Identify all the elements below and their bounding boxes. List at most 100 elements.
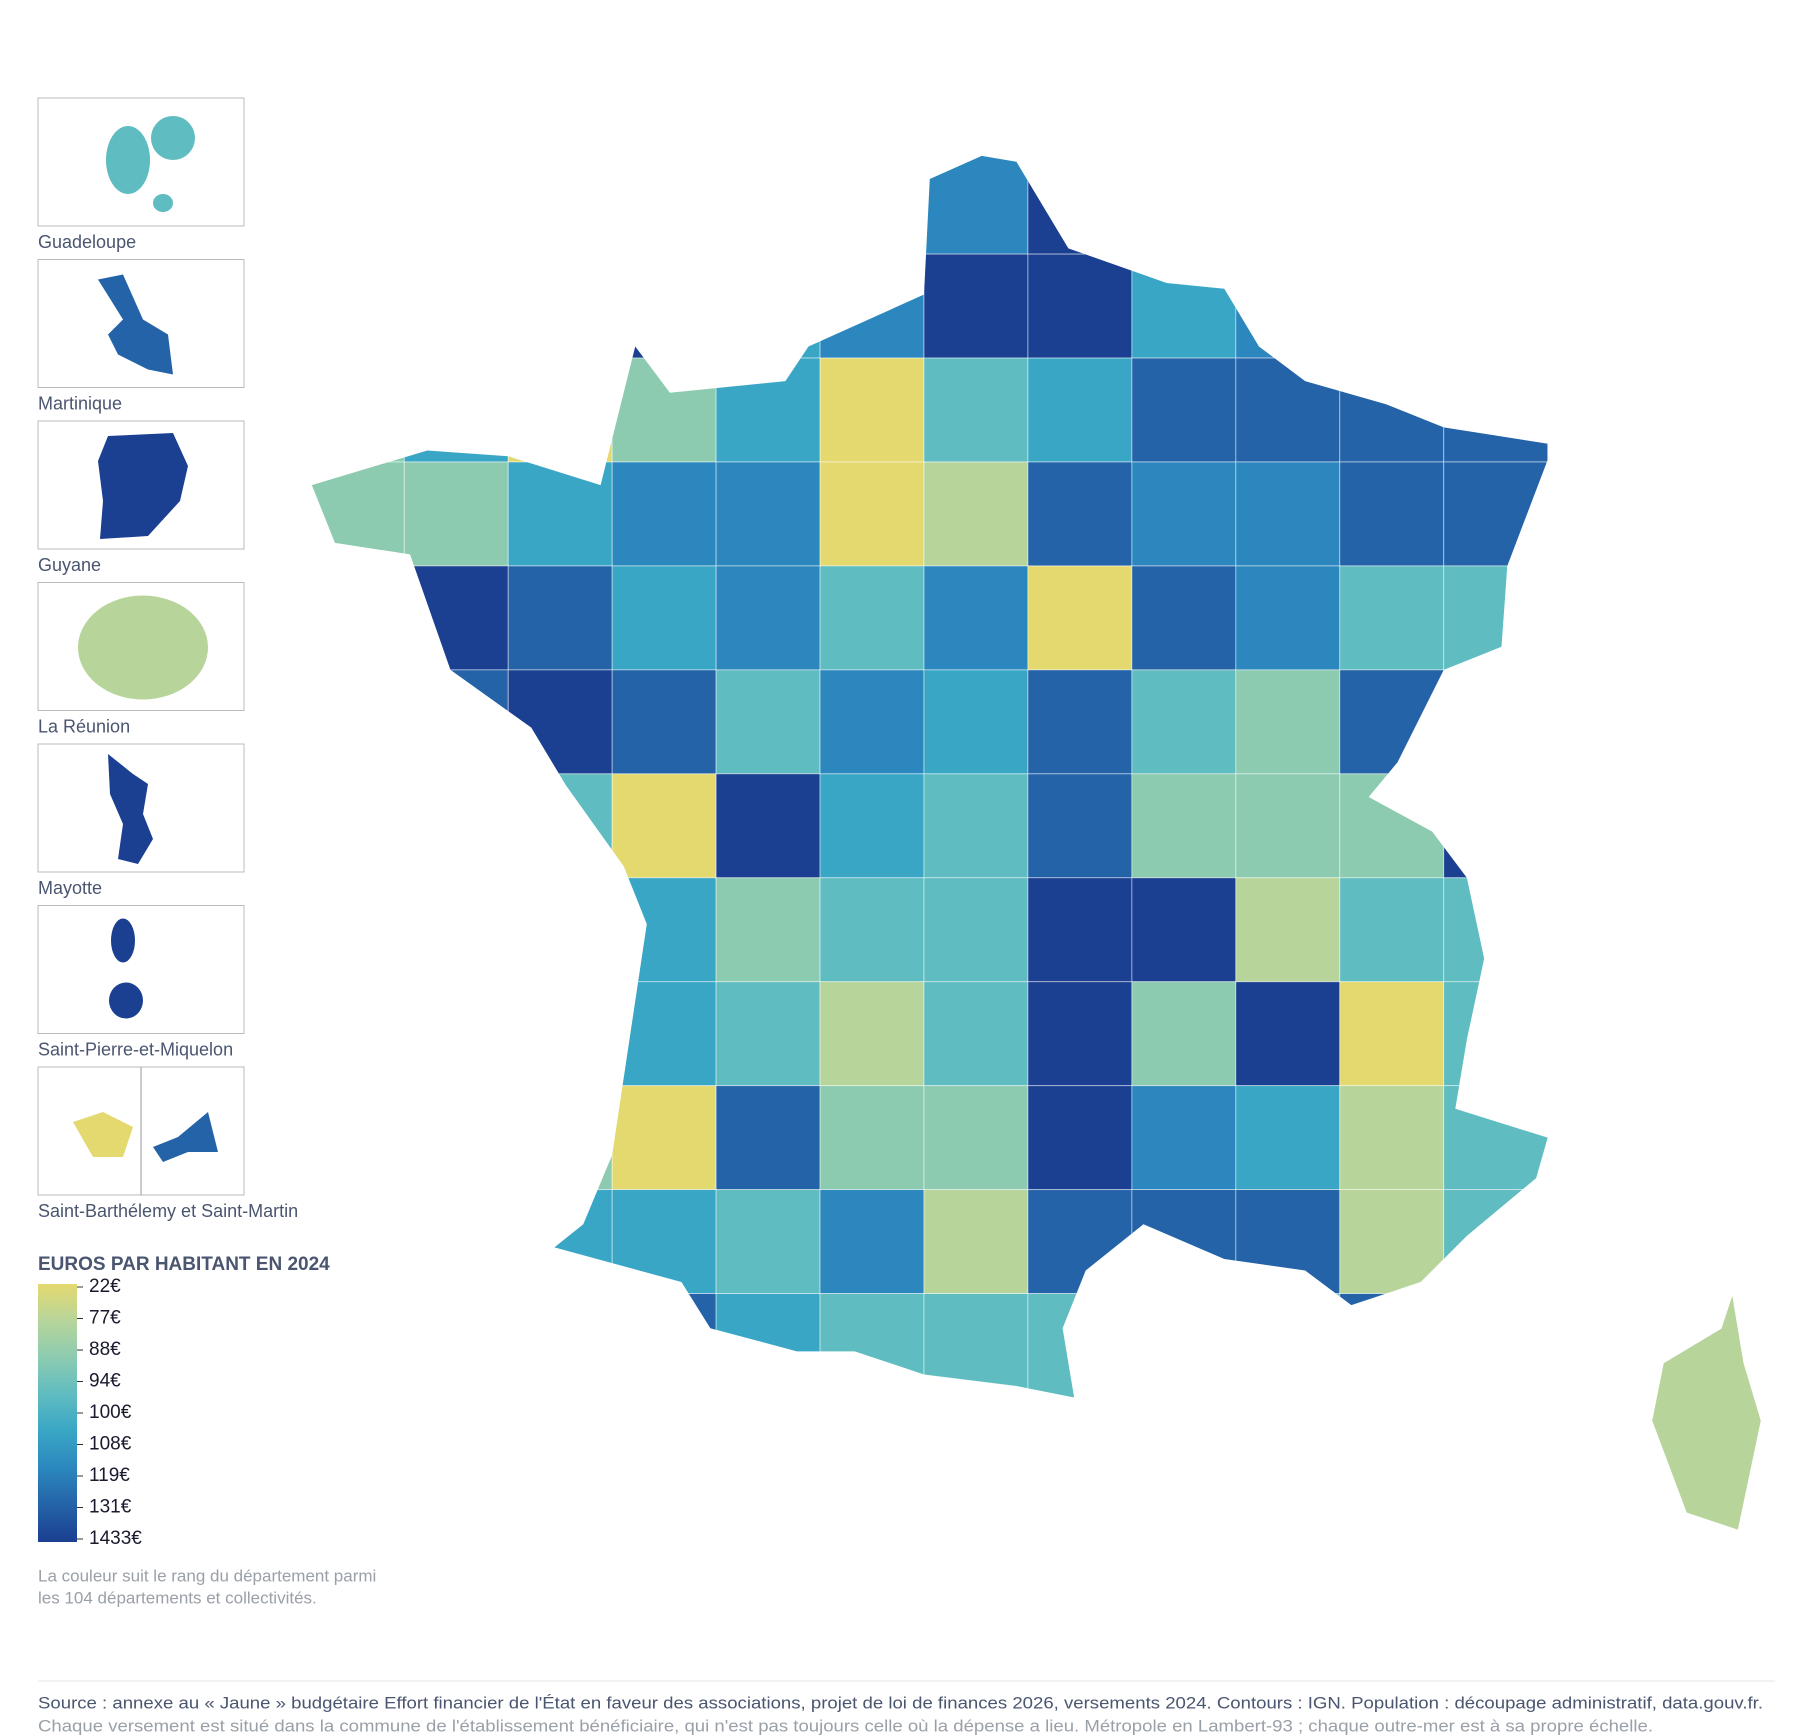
department: [1027, 357, 1133, 463]
department: [715, 155, 821, 255]
department: [1443, 155, 1549, 255]
department: [923, 155, 1029, 255]
department: [1235, 357, 1341, 463]
department: [403, 155, 509, 255]
legend-note: les 104 départements et collectivités.: [38, 1588, 317, 1607]
department: [923, 357, 1029, 463]
department: [311, 1085, 405, 1191]
island: [108, 754, 153, 864]
department: [403, 877, 509, 983]
department: [715, 253, 821, 359]
department: [1443, 1085, 1549, 1191]
department: [1235, 253, 1341, 359]
department: [1131, 877, 1237, 983]
departments: [311, 155, 1549, 1398]
department: [1235, 565, 1341, 671]
department: [1443, 461, 1549, 567]
department: [1235, 461, 1341, 567]
department: [1027, 1189, 1133, 1295]
department: [403, 461, 509, 567]
department: [1235, 1189, 1341, 1295]
department: [819, 981, 925, 1087]
department: [715, 1189, 821, 1295]
department: [1339, 1189, 1445, 1295]
legend-tick-label: 77€: [89, 1308, 121, 1329]
department: [403, 1189, 509, 1295]
legend-tick-label: 88€: [89, 1339, 121, 1360]
department: [1339, 773, 1445, 879]
department: [715, 981, 821, 1087]
department: [311, 981, 405, 1087]
department: [1443, 1293, 1549, 1398]
department: [819, 565, 925, 671]
department: [507, 1293, 613, 1398]
department: [1235, 981, 1341, 1087]
legend-tick-label: 22€: [89, 1276, 121, 1297]
department: [403, 669, 509, 775]
department: [311, 357, 405, 463]
department: [715, 773, 821, 879]
department: [1339, 877, 1445, 983]
department: [1131, 1085, 1237, 1191]
department: [403, 565, 509, 671]
legend-tick-label: 131€: [89, 1497, 132, 1518]
department: [819, 1293, 925, 1398]
department: [1235, 877, 1341, 983]
department: [507, 1085, 613, 1191]
department: [819, 357, 925, 463]
department: [1131, 357, 1237, 463]
inset: [37, 905, 245, 1034]
inset-label: Saint-Barthélemy et Saint-Martin: [38, 1201, 298, 1221]
department: [1443, 981, 1549, 1087]
department: [311, 773, 405, 879]
inset-label: Martinique: [38, 393, 122, 413]
department: [1443, 565, 1549, 671]
department: [819, 669, 925, 775]
department: [507, 1189, 613, 1295]
department: [1027, 253, 1133, 359]
department: [507, 253, 613, 359]
inset: [37, 420, 245, 550]
department: [403, 773, 509, 879]
department: [1131, 1189, 1237, 1295]
department: [1027, 981, 1133, 1087]
inset: [37, 582, 245, 711]
department: [611, 773, 717, 879]
department: [1131, 981, 1237, 1087]
department: [1131, 1293, 1237, 1398]
department: [923, 773, 1029, 879]
legend-tick-label: 100€: [89, 1402, 132, 1423]
department: [311, 461, 405, 567]
department: [923, 1293, 1029, 1398]
department: [1443, 1189, 1549, 1295]
department: [1339, 357, 1445, 463]
island: [111, 918, 135, 963]
department: [311, 565, 405, 671]
legend-tick-label: 108€: [89, 1434, 132, 1455]
inset: [37, 97, 245, 227]
department: [923, 461, 1029, 567]
department: [1027, 155, 1133, 255]
department: [611, 1293, 717, 1398]
department: [311, 253, 405, 359]
island: [98, 274, 173, 375]
department: [819, 155, 925, 255]
legend: EUROS PAR HABITANT EN 2024 La couleur su…: [38, 1254, 376, 1607]
source-note: Chaque versement est situé dans la commu…: [38, 1716, 1653, 1735]
department: [819, 1085, 925, 1191]
department: [611, 669, 717, 775]
department: [507, 773, 613, 879]
department: [611, 981, 717, 1087]
department: [1339, 253, 1445, 359]
department: [403, 981, 509, 1087]
department: [611, 461, 717, 567]
department: [1027, 461, 1133, 567]
department: [923, 1189, 1029, 1295]
department: [1131, 155, 1237, 255]
department: [715, 1293, 821, 1398]
department: [715, 461, 821, 567]
department: [611, 357, 717, 463]
department: [1027, 877, 1133, 983]
island: [109, 982, 143, 1019]
